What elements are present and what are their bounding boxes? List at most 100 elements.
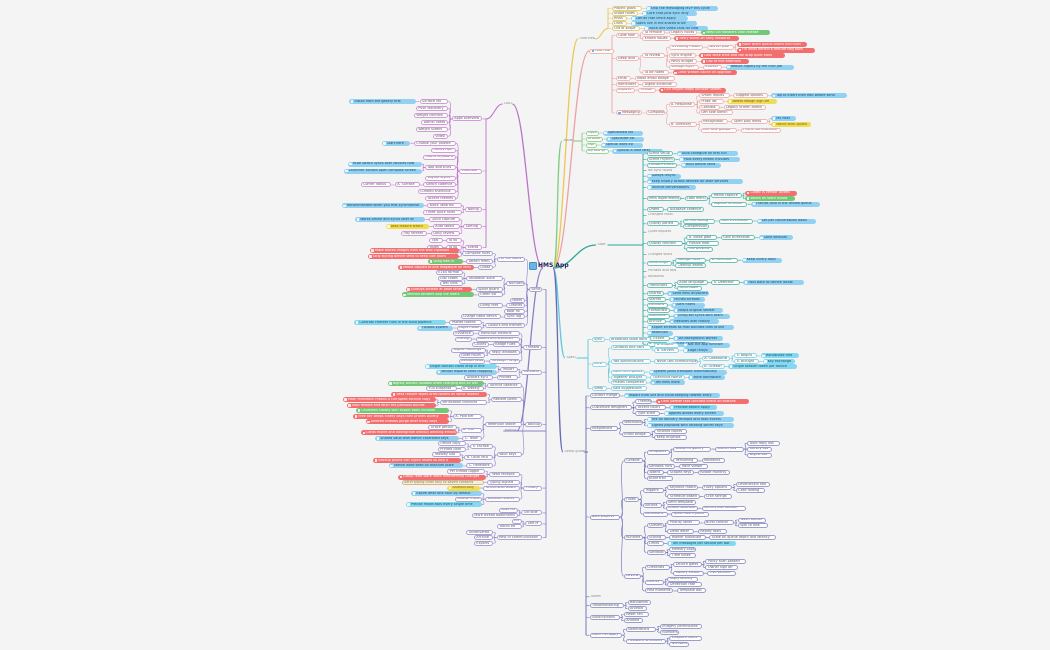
- map-topic[interactable]: Rollbacks: [701, 458, 725, 464]
- map-topic[interactable]: Noting: [465, 206, 483, 212]
- map-badge[interactable]: Ten messages per second per bot: [667, 541, 736, 547]
- map-topic[interactable]: Actions: [642, 502, 662, 508]
- map-badge[interactable]: Auto configure on first run: [676, 151, 738, 157]
- map-badge[interactable]: Dark palette fails contrast check on but…: [656, 399, 750, 405]
- map-topic[interactable]: Novel two communique: [654, 358, 699, 364]
- map-topic[interactable]: Spill to disk: [737, 523, 769, 529]
- map-topic[interactable]: Email: [615, 76, 631, 82]
- map-topic[interactable]: Trace viewer: [678, 464, 708, 470]
- map-topic[interactable]: Imagery permissions: [659, 623, 702, 629]
- map-topic[interactable]: Token bucket: [737, 517, 767, 523]
- map-topic[interactable]: Left side admin: [698, 110, 734, 116]
- map-topic[interactable]: Create: [638, 87, 656, 93]
- map-topic[interactable]: Drafts: [646, 207, 664, 213]
- map-badge[interactable]: Macro MMS quirks: [771, 121, 812, 127]
- map-badge[interactable]: Single session token per device: [728, 364, 797, 370]
- map-topic[interactable]: Colours and themes: [485, 322, 526, 328]
- map-topic[interactable]: A. Surface: [394, 182, 420, 188]
- map-topic[interactable]: Fuzzy options: [701, 485, 733, 490]
- map-topic[interactable]: Boot fix: [504, 308, 526, 314]
- map-topic[interactable]: To remove: [642, 30, 666, 36]
- map-badge[interactable]: Handshake first: [760, 353, 799, 359]
- map-topic[interactable]: Spoof guard: [475, 286, 503, 292]
- map-topic[interactable]: Digest mornings: [451, 347, 486, 353]
- map-topic[interactable]: Two specifications: [610, 358, 651, 364]
- map-badge[interactable]: Polls every fifteen minutes: [678, 156, 740, 162]
- map-badge[interactable]: Import from SIM and cloud keeping newest…: [623, 393, 720, 399]
- map-topic[interactable]: Schedule based: [667, 493, 700, 499]
- map-topic[interactable]: A. Codewords: [701, 356, 731, 362]
- map-label[interactable]: Docs: [503, 102, 512, 107]
- map-topic[interactable]: Review: [623, 573, 642, 579]
- map-topic[interactable]: Typing signals: [487, 480, 520, 486]
- map-badge[interactable]: Rebuilt nightly by the cron job: [725, 64, 795, 70]
- map-topic[interactable]: Profiles: [496, 375, 518, 381]
- map-topic[interactable]: Admin notes: [421, 119, 449, 125]
- map-topic[interactable]: Quality controls: [646, 240, 683, 246]
- map-topic[interactable]: Code flow: [615, 33, 639, 39]
- map-topic[interactable]: B. Servers: [654, 348, 680, 353]
- map-badge[interactable]: Edge relays: [682, 348, 714, 353]
- map-topic[interactable]: Worker pool: [706, 44, 734, 50]
- map-topic[interactable]: Choose your palette: [413, 140, 456, 146]
- map-topic[interactable]: Up and up: [585, 148, 609, 154]
- map-badge[interactable]: Follows system: [417, 325, 454, 331]
- map-badge[interactable]: Retry storm on flaky networks: [674, 36, 740, 42]
- map-badge[interactable]: Frames land in the review queue: [751, 201, 820, 207]
- map-label[interactable]: Manual: [503, 429, 517, 434]
- map-topic[interactable]: Versioning: [673, 458, 699, 464]
- map-topic[interactable]: Gain thresholds: [720, 235, 756, 241]
- map-badge[interactable]: Android only: [447, 485, 480, 491]
- map-topic[interactable]: Messaging: [615, 110, 643, 116]
- map-badge[interactable]: CSV import drops unicode names: [659, 87, 726, 93]
- map-topic[interactable]: Console: [623, 458, 643, 464]
- map-topic[interactable]: Open: [585, 130, 600, 136]
- map-topic[interactable]: Numbers: [506, 281, 526, 287]
- map-topic[interactable]: Open play fields: [731, 119, 768, 125]
- map-topic[interactable]: Three quick rules: [423, 210, 462, 216]
- map-label[interactable]: Modes: [562, 139, 573, 144]
- map-topic[interactable]: Triggers: [642, 487, 664, 493]
- map-badge[interactable]: Free tier keeps ninety days then prunes …: [353, 413, 450, 419]
- map-topic[interactable]: Audit trail: [646, 476, 674, 482]
- map-topic[interactable]: Per MS notes: [496, 256, 526, 262]
- map-badge[interactable]: Keep history across devices for later se…: [646, 179, 743, 185]
- map-topic[interactable]: Send template: [665, 499, 697, 505]
- map-topic[interactable]: Daily review: [430, 231, 460, 237]
- map-topic[interactable]: a. Begins: [734, 353, 758, 359]
- map-badge[interactable]: Drag files in: [428, 259, 463, 265]
- map-topic[interactable]: Contacts and calls: [610, 345, 651, 351]
- map-badge[interactable]: Needs design sign off: [727, 99, 777, 105]
- map-topic[interactable]: Auto reply bot: [747, 440, 780, 446]
- map-topic[interactable]: Mix preview: [686, 246, 714, 252]
- map-badge[interactable]: Group read state leaks membership change…: [398, 474, 486, 480]
- map-topic[interactable]: Limits: [646, 541, 664, 547]
- map-topic[interactable]: Accent colors: [635, 405, 666, 411]
- map-topic[interactable]: Green list: [477, 292, 503, 298]
- map-badge[interactable]: Special word list: [600, 142, 643, 148]
- map-topic[interactable]: Numbers: [659, 629, 680, 635]
- map-topic[interactable]: Shared: [646, 291, 664, 297]
- map-badge[interactable]: Voice and video calls for now: [643, 26, 709, 31]
- map-label[interactable]: Keywords: [647, 275, 664, 280]
- map-topic[interactable]: Block librarian: [427, 203, 462, 209]
- map-topic[interactable]: Night mode: [456, 325, 482, 331]
- map-topic[interactable]: Templates: [646, 449, 670, 455]
- map-topic[interactable]: Five percent: [707, 570, 737, 576]
- map-topic[interactable]: Phone not channels: [740, 127, 781, 133]
- map-topic[interactable]: Undelivered: [466, 529, 494, 535]
- map-topic[interactable]: Quality panels: [646, 221, 680, 227]
- map-topic[interactable]: Retry budget: [668, 58, 698, 64]
- map-topic[interactable]: More thread bookmarks: [471, 513, 518, 519]
- map-badge[interactable]: Alert filters: [671, 302, 706, 308]
- map-topic[interactable]: Type scale: [635, 411, 661, 417]
- map-badge[interactable]: Ship the messaging MVP this cycle: [645, 6, 718, 11]
- map-topic[interactable]: Auto language: [676, 280, 708, 286]
- map-topic[interactable]: Switch cadence: [423, 182, 456, 188]
- map-topic[interactable]: Starter kits: [714, 446, 744, 452]
- map-topic[interactable]: Storage layer: [668, 64, 700, 70]
- map-label[interactable]: Charged shots: [647, 252, 674, 257]
- map-topic[interactable]: Dedupe pass: [458, 358, 486, 364]
- map-topic[interactable]: Suggest options: [733, 93, 768, 99]
- map-topic[interactable]: Location shares: [485, 496, 520, 502]
